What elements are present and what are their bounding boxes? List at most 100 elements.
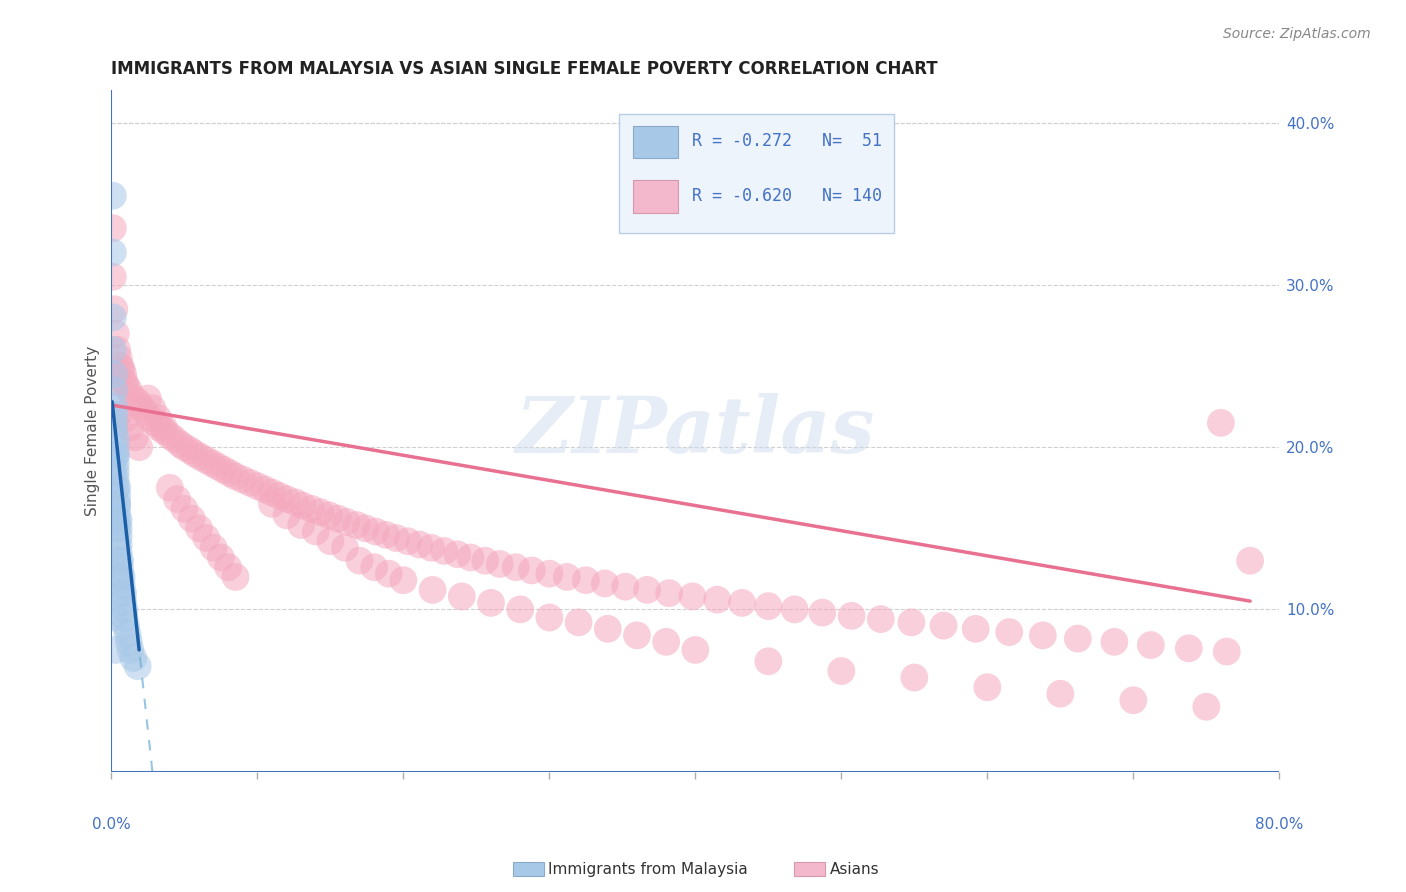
Point (408, 537, 430, 551)
Point (239, 475, 262, 490)
Point (326, 511, 349, 525)
Point (188, 521, 211, 535)
Point (1122, 693, 1144, 707)
Point (120, 420, 142, 434)
Point (118, 384, 141, 398)
Point (509, 602, 531, 616)
Point (101, 221, 124, 235)
Point (111, 570, 134, 584)
Point (129, 400, 152, 414)
Point (207, 459, 229, 474)
Point (335, 515, 357, 529)
Point (1195, 699, 1218, 714)
Point (1104, 635, 1126, 649)
Point (291, 499, 314, 513)
FancyBboxPatch shape (620, 114, 894, 234)
Point (159, 481, 181, 495)
Bar (634, 126, 678, 159)
Point (396, 534, 419, 549)
Point (385, 531, 408, 545)
Point (183, 447, 205, 461)
Point (114, 602, 136, 616)
Point (107, 529, 129, 543)
Point (900, 615, 922, 630)
Point (114, 610, 136, 624)
Point (346, 518, 368, 533)
Point (209, 550, 232, 565)
Point (105, 489, 128, 503)
Point (596, 622, 619, 636)
Point (112, 594, 135, 608)
Point (122, 392, 145, 406)
Point (538, 610, 561, 624)
Point (378, 566, 401, 581)
Point (333, 541, 356, 555)
Point (112, 367, 135, 381)
Point (460, 550, 482, 565)
Point (420, 541, 443, 555)
Point (166, 491, 188, 506)
Point (392, 573, 415, 587)
Point (575, 573, 598, 587)
Point (101, 465, 124, 479)
Point (422, 582, 444, 597)
Point (520, 564, 543, 578)
Point (538, 566, 561, 581)
Point (104, 432, 127, 446)
Point (450, 590, 472, 604)
Point (269, 489, 291, 503)
Point (903, 671, 925, 685)
Point (104, 376, 127, 390)
Point (103, 367, 125, 381)
Point (114, 376, 136, 390)
Point (103, 400, 125, 414)
Point (103, 610, 125, 624)
Point (104, 456, 127, 470)
Point (1239, 554, 1261, 568)
Point (149, 420, 172, 434)
Point (104, 448, 127, 462)
Point (374, 528, 396, 542)
Point (103, 384, 125, 398)
Point (111, 578, 134, 592)
Point (146, 411, 169, 425)
Point (195, 453, 218, 467)
Point (614, 580, 637, 594)
Point (354, 521, 377, 535)
Point (108, 359, 131, 373)
Point (115, 378, 138, 392)
Point (122, 651, 145, 665)
Point (658, 586, 681, 600)
Point (655, 635, 678, 649)
Point (976, 680, 998, 694)
Point (104, 326, 127, 341)
Point (276, 491, 298, 506)
Point (1209, 416, 1232, 430)
Point (1178, 641, 1201, 656)
Point (128, 440, 150, 454)
Point (217, 560, 239, 574)
Point (105, 343, 128, 357)
Point (101, 310, 124, 325)
Point (1140, 638, 1163, 652)
Text: Immigrants from Malaysia: Immigrants from Malaysia (548, 863, 748, 877)
Point (1049, 687, 1071, 701)
Point (117, 626, 139, 640)
Point (103, 513, 125, 527)
Point (105, 481, 128, 495)
Point (841, 608, 863, 623)
Point (869, 612, 891, 626)
Point (101, 245, 124, 260)
Point (104, 481, 127, 495)
Bar (634, 180, 678, 213)
Point (127, 394, 149, 409)
Point (169, 437, 191, 451)
Point (1216, 644, 1239, 658)
Point (153, 420, 176, 434)
Point (107, 351, 129, 365)
Point (101, 188, 124, 202)
Point (163, 432, 186, 446)
Point (112, 586, 135, 600)
Point (141, 401, 163, 416)
Point (143, 416, 166, 430)
